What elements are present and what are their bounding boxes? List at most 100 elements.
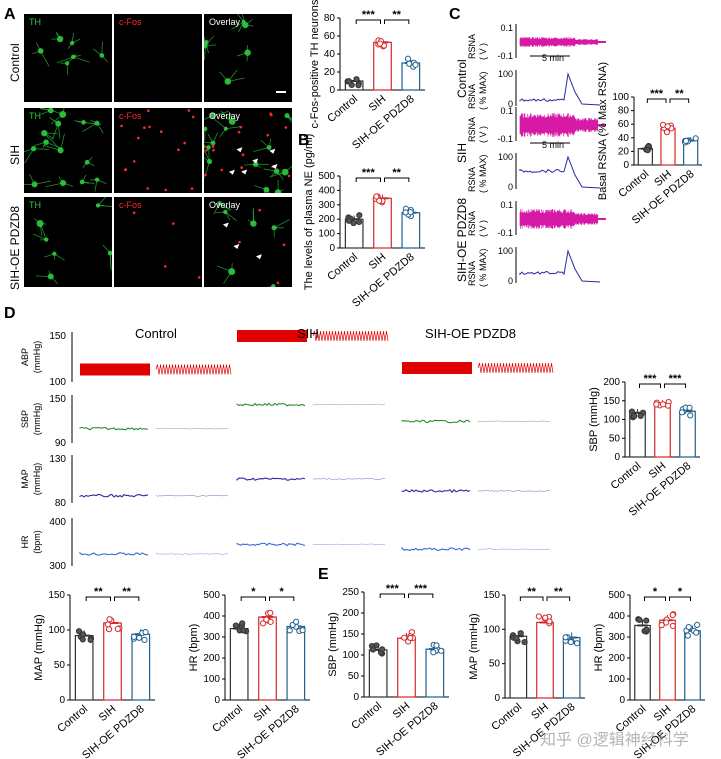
data-point — [653, 401, 660, 408]
sbp-tick-label: 150 — [49, 394, 66, 405]
neurite — [219, 202, 232, 210]
abp-dense-trace — [402, 362, 472, 374]
data-point — [369, 646, 377, 653]
bar-sih — [659, 619, 676, 701]
neurite — [203, 148, 210, 162]
neurite — [241, 11, 246, 26]
data-point — [142, 628, 149, 636]
neurite — [219, 128, 227, 138]
neurite — [34, 218, 41, 224]
neurite — [273, 219, 290, 229]
neurite — [216, 120, 227, 130]
y-tick-label: 80 — [618, 106, 630, 117]
neurite — [236, 52, 248, 57]
neurite — [247, 219, 254, 224]
neurite — [73, 56, 90, 63]
y-tick-label: 0 — [614, 452, 620, 463]
panel-letter-d: D — [4, 305, 16, 322]
sig-stars: *** — [669, 373, 683, 385]
rsna-unit: ( V ) — [478, 126, 488, 143]
channel-label: TH — [29, 17, 41, 27]
data-point — [669, 622, 676, 630]
sig-stars: ** — [527, 586, 536, 598]
data-point — [232, 622, 239, 629]
data-point — [687, 412, 694, 419]
micrograph-image — [120, 109, 195, 192]
rsna-unit: ( V ) — [478, 43, 488, 60]
abp-dense-trace — [80, 363, 150, 376]
abp-expanded-trace — [312, 330, 389, 342]
cfos-dot — [148, 125, 151, 129]
neurite — [81, 174, 87, 183]
neurite — [101, 41, 103, 56]
neurite — [44, 253, 55, 258]
y-tick-label: 0 — [329, 243, 335, 254]
sbp-trace-expanded — [312, 403, 386, 406]
neurite — [54, 253, 65, 261]
channel-label: Overlay — [209, 111, 241, 121]
neurite — [219, 71, 229, 82]
sig-bracket — [114, 596, 140, 601]
neurite — [56, 31, 61, 40]
pct-label: RSNA — [467, 261, 477, 286]
panel-letter-c: C — [449, 6, 461, 23]
th-neuron — [94, 177, 100, 182]
sig-bracket — [384, 19, 410, 24]
y-tick-label: 20 — [618, 146, 630, 157]
y-tick-label: 50 — [348, 671, 360, 682]
hr-trace — [236, 542, 306, 547]
neurite — [49, 109, 63, 115]
data-point — [350, 219, 357, 227]
panel-letter-a: A — [4, 6, 16, 23]
sig-bracket — [669, 596, 691, 601]
data-point — [240, 627, 247, 634]
y-tick-label: 200 — [318, 214, 335, 225]
data-point — [573, 640, 581, 647]
sbp-trace — [236, 402, 306, 407]
neurite — [35, 42, 41, 52]
bar-pdzd8 — [684, 630, 701, 701]
data-point — [353, 76, 360, 83]
pct-unit: ( % MAX) — [478, 71, 488, 110]
cfos-dot — [191, 115, 195, 119]
data-point — [401, 634, 408, 641]
panel-letter-b: B — [298, 132, 310, 149]
sig-bracket — [408, 593, 434, 598]
neurite — [231, 263, 233, 272]
data-point — [141, 636, 148, 644]
sig-stars: * — [678, 586, 683, 598]
sig-bracket — [639, 383, 661, 388]
sig-stars: * — [280, 586, 285, 598]
y-tick-label: 150 — [48, 590, 65, 601]
micrograph-sih-overlay: Overlay — [193, 108, 295, 206]
rsna-tick-label: 0.1 — [500, 106, 513, 116]
neurite — [44, 132, 54, 140]
cfos-dot — [163, 265, 167, 268]
map-trace — [401, 489, 471, 494]
data-point — [678, 409, 686, 416]
neurite — [86, 161, 95, 167]
data-point — [407, 634, 414, 642]
y-tick-label: 0 — [329, 85, 335, 96]
time-scale-label: 5 min — [542, 140, 564, 150]
data-point — [114, 625, 121, 633]
cfos-dot — [211, 145, 215, 148]
cfos-dot — [258, 208, 261, 212]
rsna-signal — [519, 113, 599, 137]
y-tick-label: 20 — [324, 67, 336, 78]
neurite — [102, 244, 111, 254]
hr-label: HR — [20, 535, 30, 548]
neurite — [94, 179, 98, 192]
hr-trace-expanded — [312, 543, 386, 546]
sbp-trace — [401, 419, 471, 424]
abp-expanded-trace — [477, 362, 554, 374]
bar-control — [634, 624, 651, 701]
data-point — [659, 401, 667, 408]
y-tick-label: 400 — [608, 611, 625, 622]
sig-bracket — [240, 596, 266, 601]
arrowhead-icon — [269, 148, 276, 154]
map-trace-expanded — [477, 490, 551, 492]
sbp-trace-expanded — [155, 427, 229, 430]
hr-tick-label: 400 — [49, 517, 66, 528]
y-tick-label: 100 — [603, 415, 620, 426]
